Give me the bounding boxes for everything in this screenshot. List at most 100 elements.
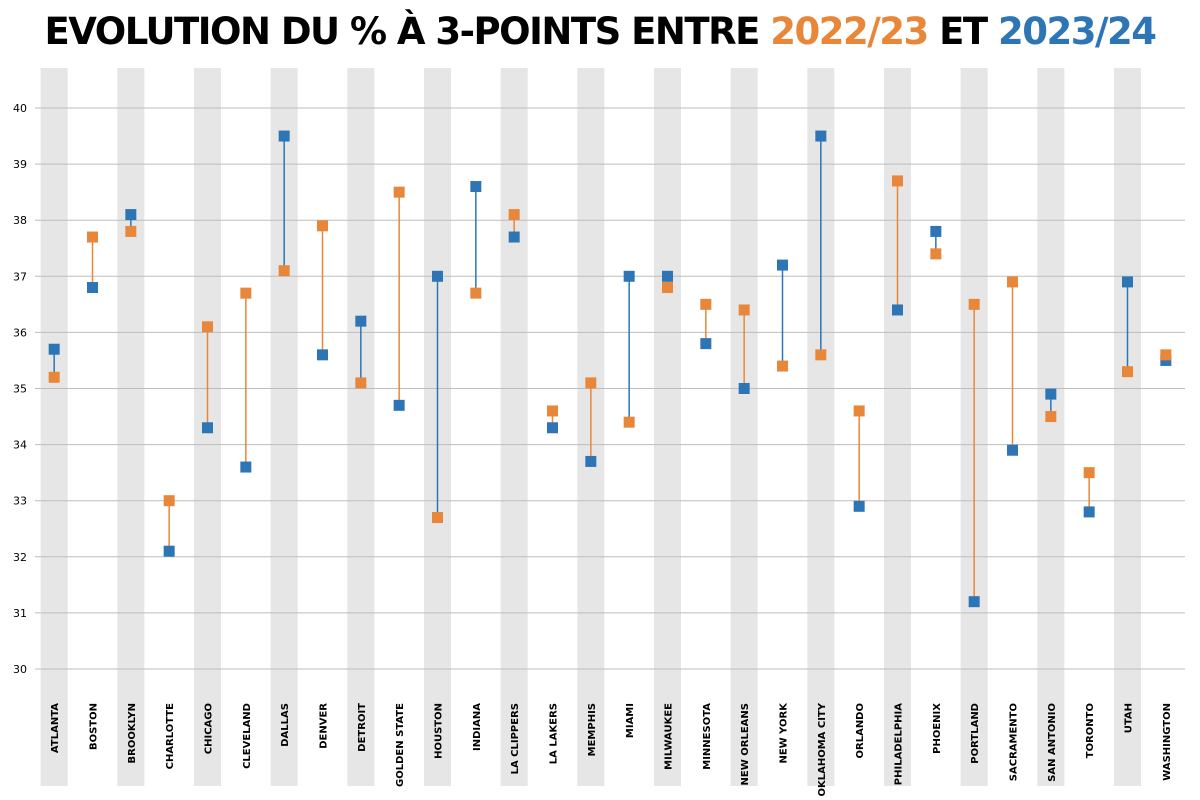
x-category-label: UTAH (1124, 703, 1135, 733)
marker-2023-24 (163, 545, 175, 557)
marker-2023-24 (585, 455, 597, 467)
x-category-label: CLEVELAND (242, 703, 253, 769)
y-tick-label: 40 (13, 102, 27, 115)
x-category-label: MEMPHIS (587, 703, 598, 756)
marker-2022-23 (470, 287, 482, 299)
marker-2023-24 (777, 259, 788, 271)
y-tick-label: 36 (13, 326, 27, 339)
x-category-label: DENVER (319, 703, 330, 749)
chart-title: EVOLUTION DU % À 3-POINTS ENTRE 2022/23 … (0, 10, 1200, 53)
marker-2022-23 (355, 377, 367, 389)
category-band (1037, 68, 1065, 786)
x-category-label: PHILADELPHIA (894, 703, 905, 785)
x-category-label: BOSTON (89, 703, 100, 750)
marker-2023-24 (278, 130, 290, 142)
title-season-2: 2023/24 (998, 10, 1157, 53)
x-axis: ATLANTA BOSTON BROOKLYN CHARLOTTE CHICAGO CLE… (50, 702, 1173, 797)
marker-2023-24 (1160, 354, 1172, 366)
marker-2023-24 (662, 270, 673, 282)
x-category-label: MIAMI (625, 703, 636, 738)
y-axis: 30 31 32 33 34 35 36 37 38 39 40 (13, 102, 27, 676)
marker-2022-23 (278, 265, 290, 277)
marker-2023-24 (968, 596, 980, 608)
y-tick-label: 30 (13, 663, 27, 676)
marker-2022-23 (125, 225, 137, 237)
marker-2023-24 (202, 422, 213, 434)
y-tick-label: 37 (13, 270, 27, 283)
marker-2023-24 (892, 304, 903, 316)
x-category-label: WASHINGTON (1162, 703, 1173, 781)
gridlines (35, 107, 1185, 670)
x-category-label: LA CLIPPERS (510, 703, 521, 774)
marker-2022-23 (1045, 411, 1057, 423)
marker-2022-23 (777, 360, 788, 372)
x-category-label: HOUSTON (434, 703, 445, 759)
y-tick-label: 35 (13, 383, 27, 396)
y-tick-label: 38 (13, 214, 27, 227)
marker-2022-23 (930, 248, 942, 260)
title-season-1: 2022/23 (770, 10, 929, 53)
marker-2023-24 (393, 399, 405, 411)
x-category-label: INDIANA (472, 703, 483, 751)
y-tick-label: 39 (13, 158, 27, 171)
marker-2023-24 (738, 383, 750, 394)
marker-2023-24 (700, 338, 712, 350)
category-band (654, 68, 681, 786)
marker-2023-24 (1083, 506, 1095, 518)
x-category-label: DALLAS (280, 703, 291, 747)
marker-2022-23 (700, 298, 712, 310)
marker-2022-23 (240, 287, 252, 299)
x-category-label: DETROIT (357, 703, 368, 752)
marker-2023-24 (930, 225, 942, 237)
x-category-label: PORTLAND (970, 703, 981, 764)
marker-2022-23 (432, 512, 443, 524)
marker-2022-23 (738, 304, 750, 316)
y-tick-label: 31 (13, 607, 27, 620)
marker-2022-23 (48, 371, 60, 383)
marker-2022-23 (1083, 467, 1095, 479)
marker-2022-23 (317, 220, 328, 232)
marker-2023-24 (623, 270, 635, 282)
marker-2023-24 (317, 349, 328, 361)
marker-2023-24 (815, 130, 827, 142)
y-tick-label: 34 (13, 439, 27, 452)
x-category-label: MINNESOTA (702, 703, 713, 770)
x-category-label: NEW YORK (779, 702, 790, 764)
category-bands (40, 68, 1141, 786)
marker-2022-23 (202, 321, 213, 333)
marker-2022-23 (585, 377, 597, 389)
category-band (730, 68, 758, 786)
marker-2022-23 (87, 231, 98, 243)
marker-2022-23 (1122, 366, 1133, 378)
marker-2023-24 (853, 500, 865, 512)
y-tick-label: 32 (13, 551, 27, 564)
marker-2023-24 (240, 461, 252, 473)
x-category-label: LA LAKERS (549, 703, 560, 764)
marker-2022-23 (968, 298, 980, 310)
x-category-label: SACRAMENTO (1009, 703, 1020, 781)
x-category-label: CHARLOTTE (165, 703, 176, 770)
x-category-label: GOLDEN STATE (395, 703, 406, 787)
x-category-label: MILWAUKEE (664, 703, 675, 770)
marker-2023-24 (508, 231, 520, 243)
marker-2022-23 (662, 282, 673, 294)
category-band (117, 68, 145, 786)
marker-2022-23 (393, 186, 405, 198)
x-category-label: ORLANDO (855, 703, 866, 758)
marker-2023-24 (1045, 388, 1057, 400)
marker-2023-24 (1007, 444, 1018, 456)
marker-2023-24 (432, 270, 443, 282)
x-category-label: CHICAGO (204, 703, 215, 754)
marker-2023-24 (125, 209, 137, 221)
x-category-label: TORONTO (1085, 703, 1096, 758)
x-category-label: OKLAHOMA CITY (817, 702, 828, 796)
marker-2022-23 (815, 349, 827, 361)
x-category-label: SAN ANTONIO (1047, 703, 1058, 782)
y-tick-label: 33 (13, 495, 27, 508)
marker-2023-24 (1122, 276, 1133, 288)
title-text: EVOLUTION DU % À 3-POINTS ENTRE (44, 10, 771, 53)
x-category-label: BROOKLYN (127, 703, 138, 764)
marker-2022-23 (547, 405, 558, 417)
category-band (40, 68, 68, 786)
